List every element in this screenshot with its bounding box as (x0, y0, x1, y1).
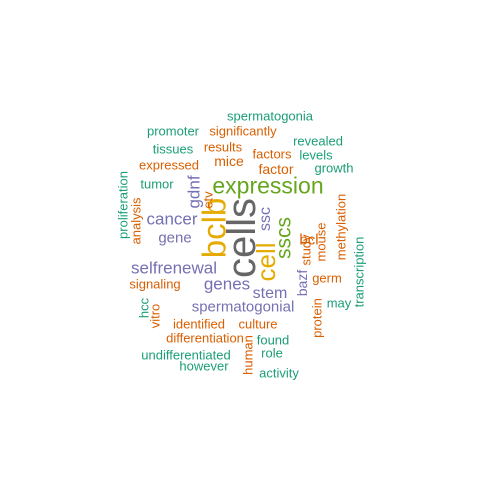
word-cancer: cancer (146, 209, 198, 229)
word-sscs: sscs (272, 217, 296, 259)
word-gene: gene (158, 229, 192, 247)
word-human: human (240, 335, 256, 375)
word-revealed: revealed (293, 133, 343, 149)
word-hcc: hcc (136, 297, 152, 319)
word-protein: protein (309, 298, 325, 338)
word-activity: activity (259, 365, 299, 381)
word-bazf: bazf (294, 269, 310, 297)
word-mouse: mouse (313, 222, 329, 262)
word-spermatogonial: spermatogonial (191, 298, 295, 316)
word-differentiation: differentiation (166, 330, 244, 346)
word-tumor: tumor (140, 176, 174, 192)
word-growth: growth (314, 160, 354, 176)
word-etv: etv (200, 191, 216, 209)
word-role: role (261, 345, 283, 361)
word-tissues: tissues (152, 141, 194, 157)
word-analysis: analysis (128, 197, 144, 245)
word-promoter: promoter (146, 123, 200, 139)
word-ssc: ssc (257, 207, 274, 231)
word-proliferation: proliferation (115, 171, 131, 239)
word-germ: germ (312, 270, 342, 286)
word-expression: expression (212, 172, 324, 199)
word-identified: identified (172, 316, 226, 332)
word-genes: genes (203, 274, 251, 294)
word-methylation: methylation (333, 193, 349, 261)
word-culture: culture (238, 316, 278, 332)
word-however: however (179, 358, 229, 374)
word-factor: factor (258, 161, 294, 177)
word-selfrenewal: selfrenewal (131, 258, 217, 278)
word-transcription: transcription (351, 236, 367, 308)
word-spermatogonia: spermatogonia (227, 108, 313, 124)
word-levels: levels (299, 147, 333, 163)
word-mice: mice (214, 153, 244, 169)
word-significantly: significantly (209, 123, 277, 139)
word-bcl: bcl (299, 231, 319, 249)
word-signaling: signaling (129, 276, 181, 292)
word-results: results (203, 139, 243, 155)
word-may: may (326, 295, 352, 311)
word-undifferentiated: undifferentiated (141, 347, 231, 363)
word-stem: stem (252, 285, 288, 302)
word-factors: factors (252, 146, 292, 162)
word-expressed: expressed (139, 157, 199, 173)
word-found: found (256, 332, 290, 348)
word-study: study (298, 234, 314, 266)
